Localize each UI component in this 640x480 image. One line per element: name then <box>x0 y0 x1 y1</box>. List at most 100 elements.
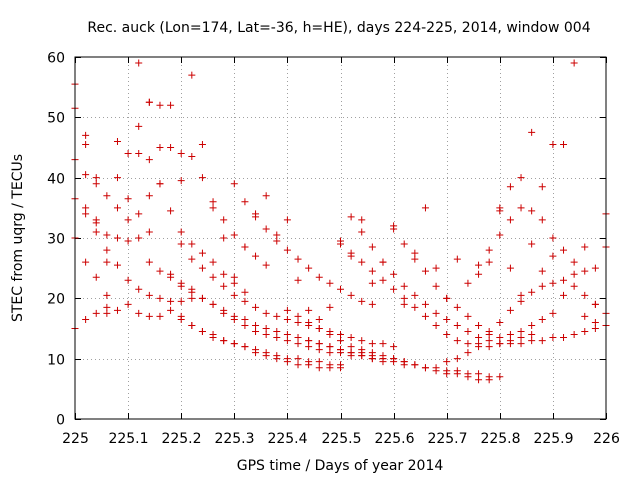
data-point <box>294 361 302 369</box>
data-point <box>400 294 408 302</box>
data-point <box>517 297 525 305</box>
data-point <box>188 153 196 161</box>
data-point <box>294 355 302 363</box>
data-point <box>103 291 111 299</box>
data-point <box>528 207 536 215</box>
data-point <box>453 367 461 375</box>
data-point <box>411 291 419 299</box>
data-point <box>379 340 387 348</box>
x-tick-label: 225.4 <box>267 431 307 447</box>
data-point <box>432 282 440 290</box>
data-point <box>262 225 270 233</box>
data-point <box>262 325 270 332</box>
data-point <box>188 285 196 293</box>
data-point <box>315 315 323 323</box>
data-point <box>124 300 132 308</box>
data-point <box>528 128 536 136</box>
data-point <box>82 210 90 218</box>
data-point <box>92 174 100 182</box>
data-point <box>135 285 143 293</box>
data-point <box>528 240 536 248</box>
y-tick-label: 50 <box>47 111 65 127</box>
data-point <box>135 234 143 242</box>
data-point <box>124 195 132 203</box>
data-point <box>506 306 514 314</box>
data-point <box>528 337 536 345</box>
data-point <box>103 192 111 200</box>
data-point <box>506 183 514 191</box>
data-point <box>432 264 440 272</box>
data-point <box>379 276 387 284</box>
data-point <box>358 337 366 345</box>
data-point <box>591 264 599 272</box>
data-point <box>209 204 217 212</box>
data-point <box>485 246 493 254</box>
data-point <box>241 198 249 206</box>
data-point <box>209 300 217 308</box>
data-point <box>379 258 387 266</box>
data-point <box>283 355 291 363</box>
data-point <box>581 243 589 251</box>
x-tick-label: 225.1 <box>108 431 148 447</box>
data-point <box>475 270 483 278</box>
data-point <box>337 346 344 354</box>
data-point <box>82 258 90 266</box>
data-point <box>252 328 260 336</box>
data-point <box>188 255 196 263</box>
data-point <box>358 346 366 354</box>
data-point <box>570 270 578 278</box>
data-point <box>560 246 568 254</box>
data-point <box>326 343 334 351</box>
data-point <box>538 315 546 323</box>
data-point <box>103 258 111 266</box>
data-point <box>443 331 451 339</box>
data-point <box>337 337 344 345</box>
data-point <box>390 270 398 278</box>
data-point <box>411 303 419 311</box>
data-point <box>506 264 514 272</box>
data-point <box>315 325 323 332</box>
data-point <box>315 273 323 281</box>
data-point <box>570 282 578 290</box>
data-point <box>283 315 291 323</box>
x-tick-label: 226 <box>593 431 620 447</box>
data-point <box>92 216 100 224</box>
data-point <box>145 98 153 106</box>
data-point <box>273 334 281 342</box>
data-point <box>591 318 599 326</box>
data-point <box>188 294 196 302</box>
data-point <box>124 237 132 245</box>
data-point <box>220 270 228 278</box>
data-point <box>390 343 398 351</box>
data-point <box>188 71 196 79</box>
data-point <box>198 264 206 272</box>
data-point <box>400 282 408 290</box>
x-tick-label: 225.3 <box>214 431 254 447</box>
data-point <box>549 252 557 260</box>
y-tick-label: 10 <box>47 353 65 369</box>
data-point <box>220 234 228 242</box>
data-point <box>358 216 366 224</box>
x-axis-label: GPS time / Days of year 2014 <box>237 458 444 474</box>
data-point <box>241 343 249 351</box>
data-point <box>315 358 323 366</box>
data-point <box>273 352 281 360</box>
data-point <box>443 358 451 366</box>
data-point <box>124 150 132 158</box>
data-point <box>570 331 578 339</box>
y-tick-label: 30 <box>47 232 65 248</box>
data-point <box>294 334 302 342</box>
data-point <box>560 334 568 342</box>
data-point <box>326 331 334 339</box>
data-point <box>113 174 121 182</box>
data-point <box>496 334 504 342</box>
data-point <box>390 285 398 293</box>
data-point <box>82 131 90 139</box>
grid-lines <box>75 57 606 419</box>
data-point <box>209 258 217 266</box>
data-point <box>198 249 206 257</box>
data-point <box>358 258 366 266</box>
data-point <box>506 340 514 348</box>
data-point <box>464 328 472 336</box>
data-point <box>252 252 260 260</box>
